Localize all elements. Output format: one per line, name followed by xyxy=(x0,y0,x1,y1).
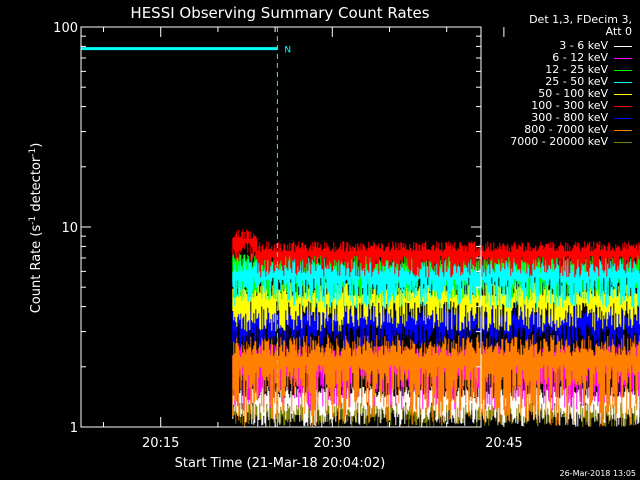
x-tick-label-0: 20:15 xyxy=(142,436,179,451)
legend-entry-4: 50 - 100 keV xyxy=(484,88,640,100)
chart-title: HESSI Observing Summary Count Rates xyxy=(130,4,429,22)
y-tick-label-2: 100 xyxy=(53,21,78,36)
y-tick-label-0: 1 xyxy=(70,421,78,436)
legend-swatch-0 xyxy=(614,46,632,47)
legend-swatch-4 xyxy=(614,94,632,95)
legend-label-0: 3 - 6 keV xyxy=(559,39,608,52)
y-axis-label-end: ) xyxy=(29,143,44,148)
legend-swatch-1 xyxy=(614,58,632,59)
y-axis-label: Count Rate (s-1 detector-1) xyxy=(28,143,44,314)
legend-entry-6: 300 - 800 keV xyxy=(484,112,640,124)
legend-label-4: 50 - 100 keV xyxy=(538,87,608,100)
legend-entry-2: 12 - 25 keV xyxy=(484,64,640,76)
legend-entry-0: 3 - 6 keV xyxy=(484,40,640,52)
legend-entry-3: 25 - 50 keV xyxy=(484,76,640,88)
series-trace-7 xyxy=(232,334,640,427)
series-trace-3 xyxy=(232,258,640,309)
legend-label-2: 12 - 25 keV xyxy=(545,63,608,76)
flag-label-0: N xyxy=(284,46,291,56)
y-axis-label-mid: detector xyxy=(29,156,44,216)
legend-label-5: 100 - 300 keV xyxy=(531,99,608,112)
x-axis-label: Start Time (21-Mar-18 20:04:02) xyxy=(175,456,386,471)
legend-swatch-8 xyxy=(614,142,632,143)
series-trace-5 xyxy=(232,229,640,278)
legend-label-8: 7000 - 20000 keV xyxy=(510,135,608,148)
legend-label-3: 25 - 50 keV xyxy=(545,75,608,88)
series-trace-4 xyxy=(232,282,640,332)
legend-swatch-3 xyxy=(614,82,632,83)
y-axis-label-sup2: -1 xyxy=(28,148,38,157)
legend-entry-8: 7000 - 20000 keV xyxy=(484,136,640,148)
legend-swatch-7 xyxy=(614,130,632,131)
x-tick-label-1: 20:30 xyxy=(314,436,351,451)
legend-swatch-5 xyxy=(614,106,632,107)
legend-entry-7: 800 - 7000 keV xyxy=(484,124,640,136)
legend-swatch-6 xyxy=(614,118,632,119)
y-tick-label-1: 10 xyxy=(61,221,78,236)
legend-header-1: Det 1,3, FDecim 3, xyxy=(529,13,632,26)
x-tick-label-2: 20:45 xyxy=(485,436,522,451)
legend-label-7: 800 - 7000 keV xyxy=(524,123,608,136)
legend-label-1: 6 - 12 keV xyxy=(552,51,608,64)
legend-swatch-2 xyxy=(614,70,632,71)
legend-entry-5: 100 - 300 keV xyxy=(484,100,640,112)
y-axis-label-sup1: -1 xyxy=(28,216,38,225)
legend-entry-1: 6 - 12 keV xyxy=(484,52,640,64)
legend-header-2: Att 0 xyxy=(605,25,632,38)
y-axis-label-main: Count Rate (s xyxy=(29,225,44,314)
footer-timestamp: 26-Mar-2018 13:05 xyxy=(560,469,637,478)
legend-label-6: 300 - 800 keV xyxy=(531,111,608,124)
